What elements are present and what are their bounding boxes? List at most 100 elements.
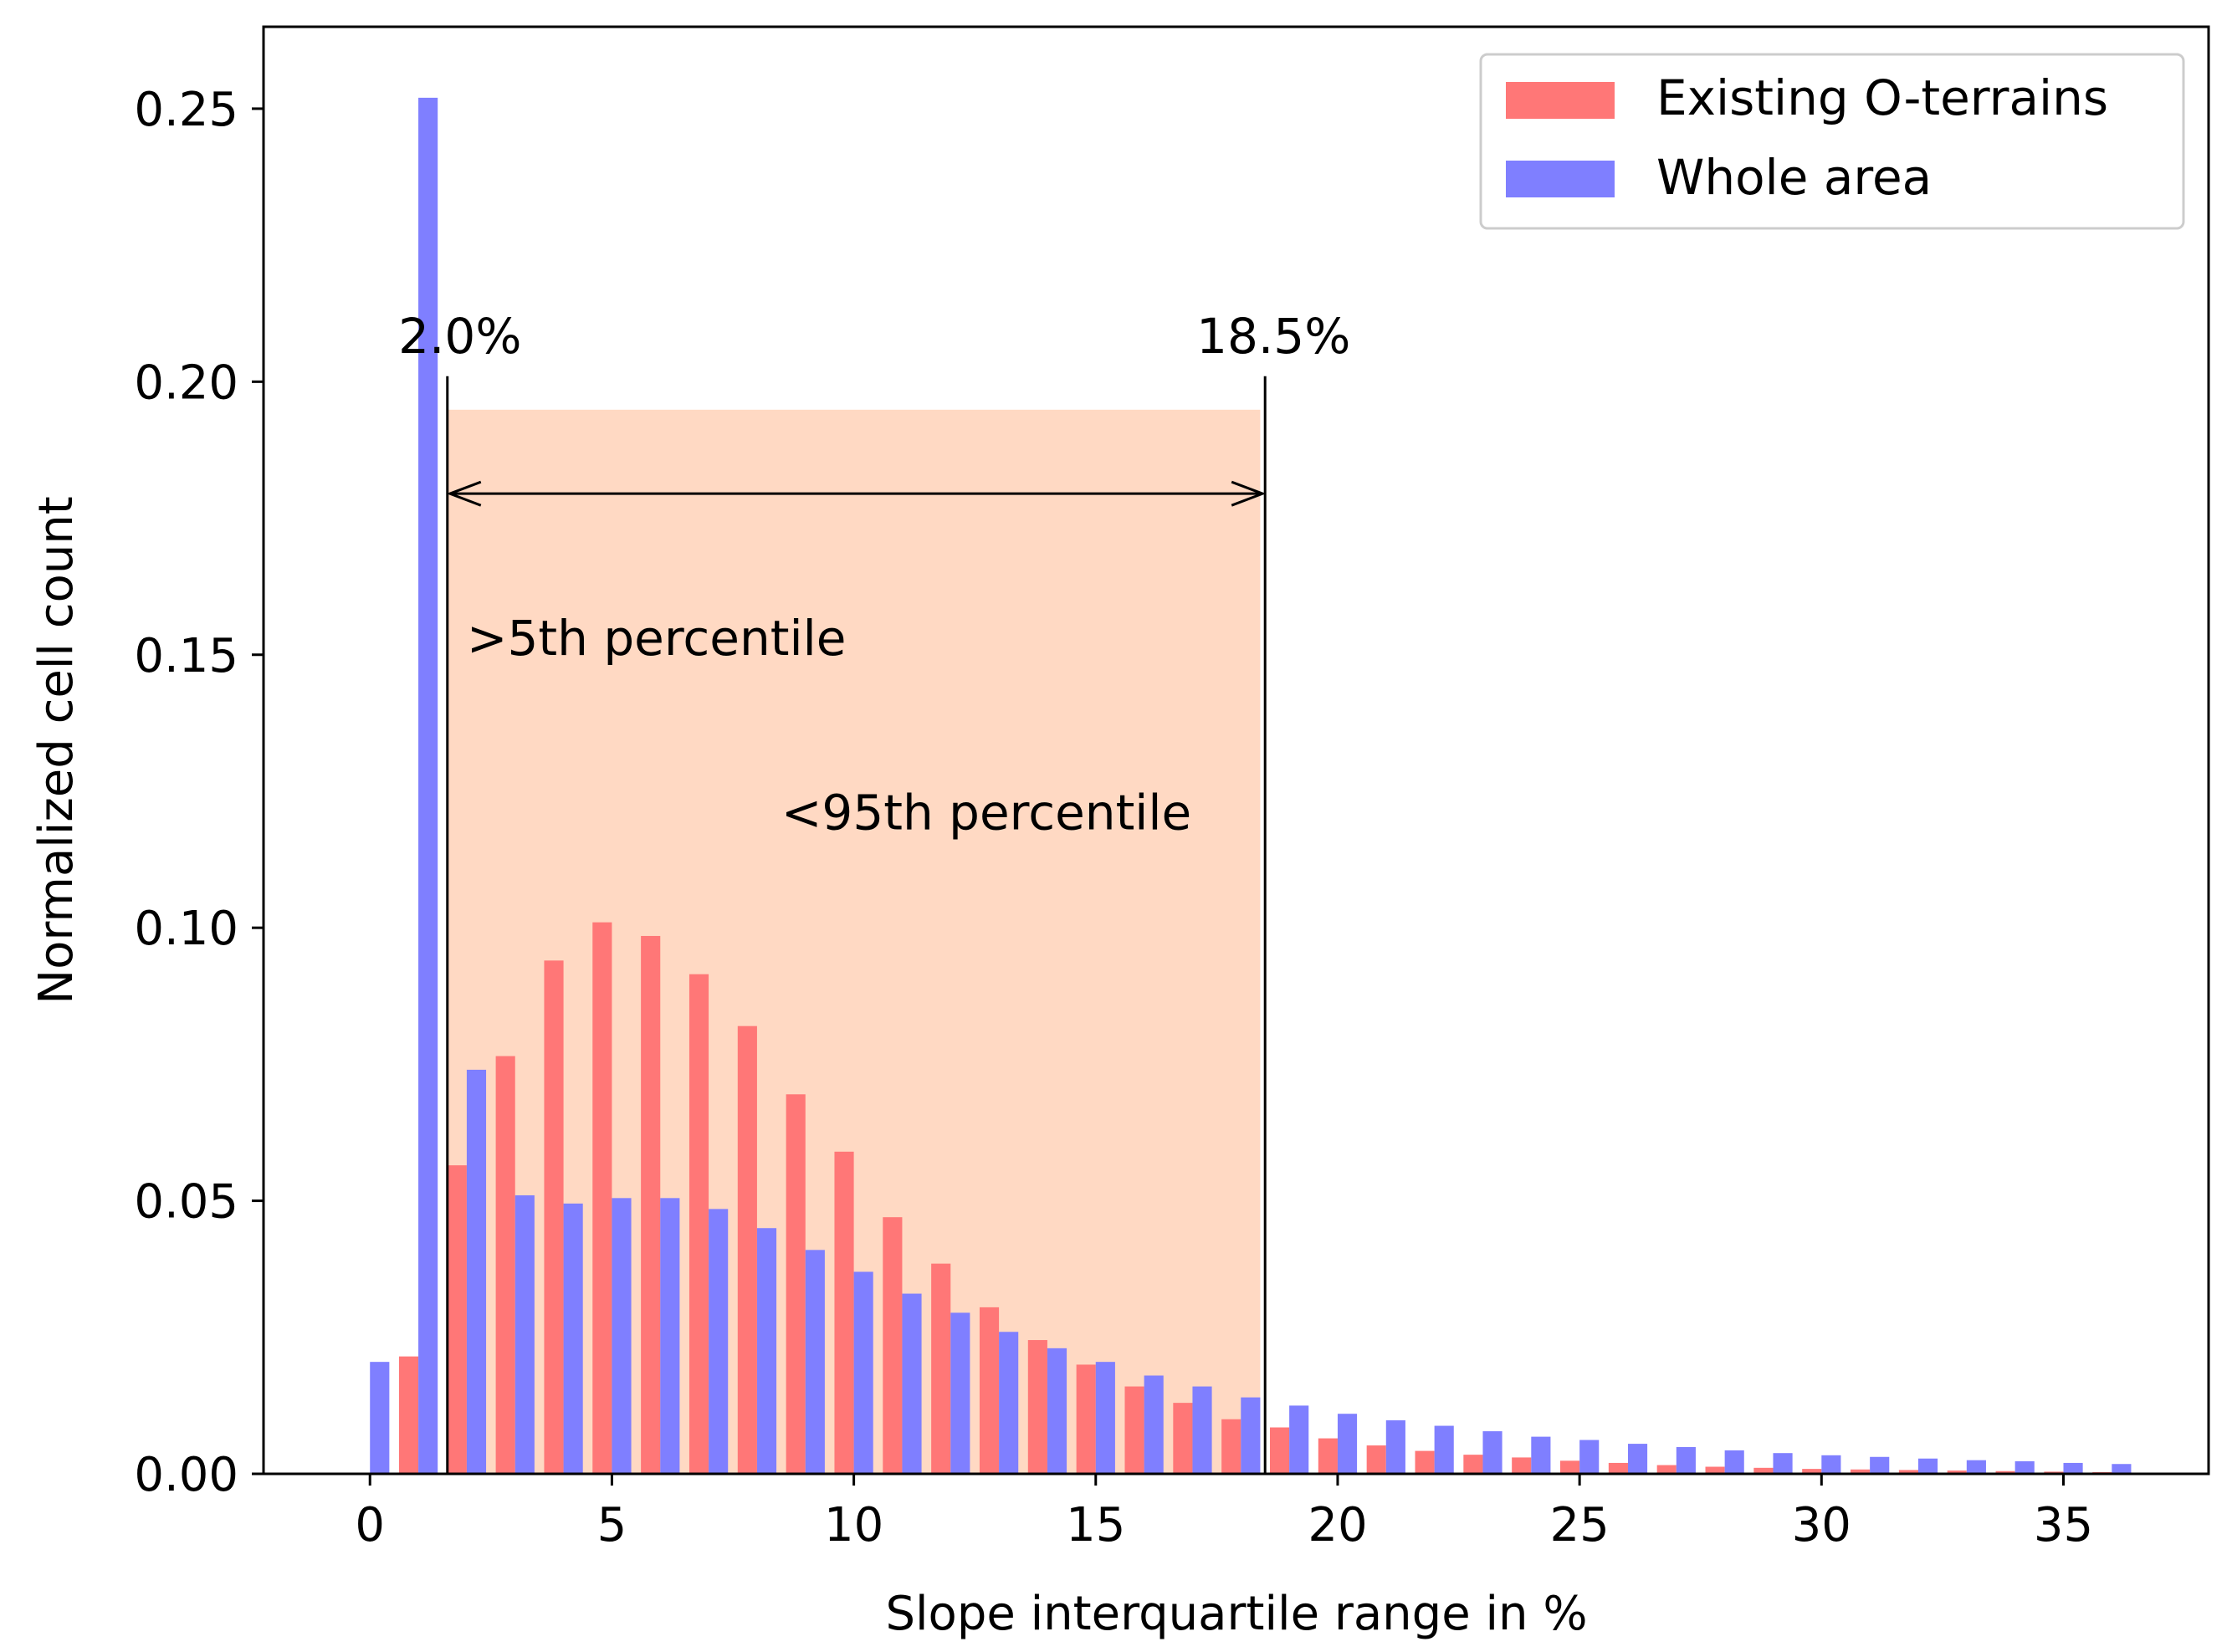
legend-label-existing-o-terrains: Existing O-terrains <box>1656 69 2108 126</box>
bar-existing-o-terrains-29 <box>1802 1469 1822 1474</box>
x-tick-label-5: 25 <box>1550 1498 1610 1552</box>
bar-whole-area-35 <box>2063 1462 2083 1474</box>
x-axis-label: Slope interquartile range in % <box>885 1587 1587 1641</box>
bar-existing-o-terrains-12 <box>979 1307 1000 1474</box>
bar-whole-area-3 <box>514 1195 535 1474</box>
y-axis-label: Normalized cell count <box>29 496 84 1005</box>
bar-whole-area-17 <box>1192 1386 1212 1474</box>
legend-frame <box>1479 53 2185 230</box>
bar-series-group <box>370 97 2132 1475</box>
bar-whole-area-4 <box>563 1203 583 1474</box>
x-tick-group: 0 5 10 15 20 25 30 35 <box>355 1474 2093 1552</box>
bar-existing-o-terrains-13 <box>1027 1340 1047 1474</box>
x-tick-label-6: 30 <box>1792 1498 1851 1552</box>
bar-existing-o-terrains-27 <box>1705 1466 1725 1474</box>
range-arrow-head-right <box>1231 480 1267 507</box>
x-tick-label-0: 0 <box>355 1498 385 1552</box>
bar-existing-o-terrains-30 <box>1851 1469 1871 1474</box>
bar-existing-o-terrains-24 <box>1560 1460 1580 1474</box>
bar-existing-o-terrains-7 <box>737 1025 757 1474</box>
marker-label-2pct: 2.0% <box>398 308 521 365</box>
bar-whole-area-10 <box>853 1271 873 1474</box>
bar-whole-area-16 <box>1144 1375 1164 1474</box>
bar-existing-o-terrains-2 <box>495 1056 515 1474</box>
bar-whole-area-28 <box>1724 1450 1744 1474</box>
bar-whole-area-1 <box>418 97 438 1475</box>
bar-existing-o-terrains-16 <box>1173 1403 1193 1474</box>
bar-existing-o-terrains-15 <box>1124 1386 1144 1474</box>
x-tick-label-1: 5 <box>597 1498 627 1552</box>
bar-whole-area-25 <box>1579 1440 1600 1474</box>
bar-whole-area-27 <box>1676 1447 1696 1474</box>
y-tick-label-5: 0.25 <box>134 83 238 137</box>
bar-existing-o-terrains-26 <box>1656 1465 1677 1474</box>
bar-whole-area-0 <box>370 1362 390 1474</box>
bar-whole-area-32 <box>1917 1458 1938 1474</box>
bar-whole-area-31 <box>1870 1456 1890 1474</box>
bar-whole-area-13 <box>999 1332 1019 1474</box>
bar-existing-o-terrains-32 <box>1947 1470 1967 1474</box>
bar-existing-o-terrains-3 <box>544 960 564 1474</box>
bar-existing-o-terrains-17 <box>1221 1419 1241 1474</box>
bar-existing-o-terrains-14 <box>1076 1364 1096 1474</box>
x-tick-label-2: 10 <box>824 1498 883 1552</box>
x-tick-label-4: 20 <box>1308 1498 1367 1552</box>
bar-whole-area-36 <box>2112 1464 2132 1474</box>
legend: Existing O-terrains Whole area <box>1479 53 2185 230</box>
bar-existing-o-terrains-9 <box>834 1151 854 1474</box>
bar-whole-area-2 <box>466 1069 487 1474</box>
bar-existing-o-terrains-23 <box>1512 1457 1532 1474</box>
legend-swatch-whole-area <box>1506 161 1615 197</box>
range-arrow-head-left <box>446 480 482 507</box>
bar-existing-o-terrains-1 <box>447 1165 467 1474</box>
bar-existing-o-terrains-33 <box>1995 1470 2015 1474</box>
bar-whole-area-33 <box>1966 1460 1986 1474</box>
bar-whole-area-34 <box>2014 1460 2035 1474</box>
bar-existing-o-terrains-18 <box>1269 1427 1290 1474</box>
bar-whole-area-22 <box>1434 1425 1454 1474</box>
bar-whole-area-8 <box>756 1228 777 1474</box>
marker-group <box>446 376 1267 1474</box>
y-tick-group: 0.00 0.05 0.10 0.15 0.20 0.25 <box>134 83 264 1502</box>
bar-existing-o-terrains-0 <box>398 1356 419 1474</box>
bar-whole-area-12 <box>950 1312 970 1474</box>
bar-existing-o-terrains-10 <box>883 1217 903 1474</box>
bar-whole-area-21 <box>1385 1420 1405 1474</box>
bar-whole-area-18 <box>1241 1397 1261 1474</box>
y-tick-label-4: 0.20 <box>134 355 238 410</box>
bar-existing-o-terrains-25 <box>1608 1462 1628 1474</box>
bar-existing-o-terrains-22 <box>1463 1455 1483 1474</box>
y-tick-label-1: 0.05 <box>134 1175 238 1230</box>
bar-whole-area-30 <box>1821 1455 1841 1474</box>
y-tick-label-2: 0.10 <box>134 902 238 956</box>
bar-whole-area-20 <box>1337 1414 1358 1474</box>
bar-whole-area-15 <box>1095 1362 1115 1474</box>
bar-existing-o-terrains-21 <box>1415 1450 1435 1474</box>
axes-frame <box>262 25 2210 1476</box>
bar-existing-o-terrains-11 <box>931 1263 951 1474</box>
bar-existing-o-terrains-6 <box>689 974 709 1474</box>
legend-swatch-existing-o-terrains <box>1506 82 1615 119</box>
bar-existing-o-terrains-5 <box>641 935 661 1474</box>
marker-label-18-5pct: 18.5% <box>1196 308 1350 365</box>
bar-whole-area-9 <box>805 1250 825 1474</box>
bar-whole-area-19 <box>1289 1405 1309 1474</box>
x-tick-label-3: 15 <box>1066 1498 1125 1552</box>
bar-whole-area-11 <box>902 1293 922 1474</box>
bar-whole-area-14 <box>1047 1348 1067 1474</box>
y-tick-label-0: 0.00 <box>134 1448 238 1502</box>
y-tick-label-3: 0.15 <box>134 629 238 683</box>
annotation-95th-percentile: <95th percentile <box>781 785 1191 841</box>
bar-existing-o-terrains-31 <box>1898 1470 1918 1474</box>
legend-label-whole-area: Whole area <box>1656 149 1932 206</box>
bar-existing-o-terrains-20 <box>1366 1445 1386 1474</box>
bar-whole-area-7 <box>709 1209 729 1474</box>
bar-whole-area-5 <box>612 1198 632 1474</box>
bar-whole-area-23 <box>1482 1431 1503 1474</box>
bar-existing-o-terrains-19 <box>1318 1438 1338 1474</box>
bar-whole-area-24 <box>1531 1436 1551 1474</box>
bar-existing-o-terrains-28 <box>1753 1467 1774 1474</box>
bar-existing-o-terrains-8 <box>786 1094 806 1474</box>
bar-whole-area-6 <box>660 1198 680 1474</box>
